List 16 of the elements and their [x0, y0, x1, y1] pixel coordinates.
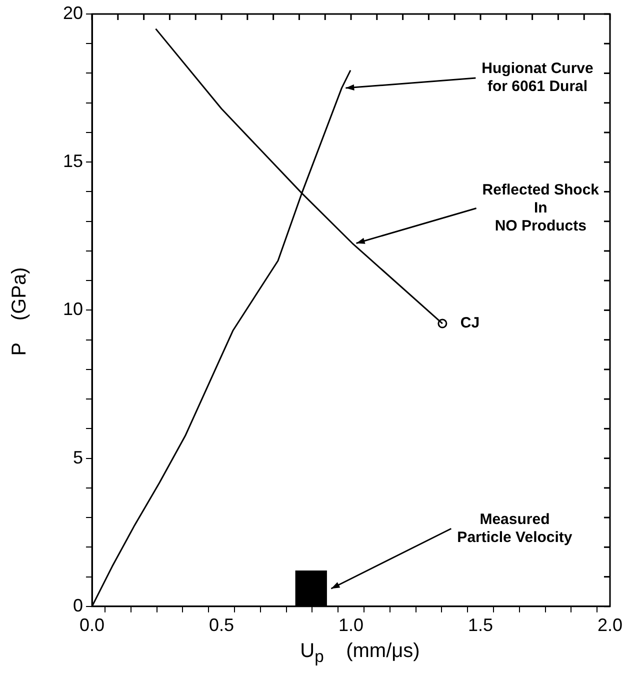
y-tick-label: 15 — [62, 151, 84, 172]
annotation: Reflected Shock In NO Products — [482, 181, 600, 234]
x-tick-label: 1.5 — [468, 615, 494, 636]
y-axis-title: P (GPa) — [8, 266, 32, 358]
x-tick-label: 0.0 — [80, 615, 105, 636]
y-tick-label: 0 — [73, 595, 84, 616]
x-tick-label: 1.0 — [338, 615, 364, 636]
x-tick-label: 2.0 — [597, 615, 623, 636]
y-tick-label: 5 — [73, 447, 84, 468]
y-tick-label: 10 — [62, 299, 84, 320]
y-tick-label: 20 — [62, 2, 84, 23]
text: U$_{p}$ (mm/μs) — [300, 640, 420, 666]
annotation: Measured Particle Velocity — [457, 510, 573, 546]
annotation: CJ — [460, 314, 480, 332]
x-tick-label: 0.5 — [209, 615, 234, 636]
annotation: Hugionat Curve for 6061 Dural — [482, 60, 594, 96]
